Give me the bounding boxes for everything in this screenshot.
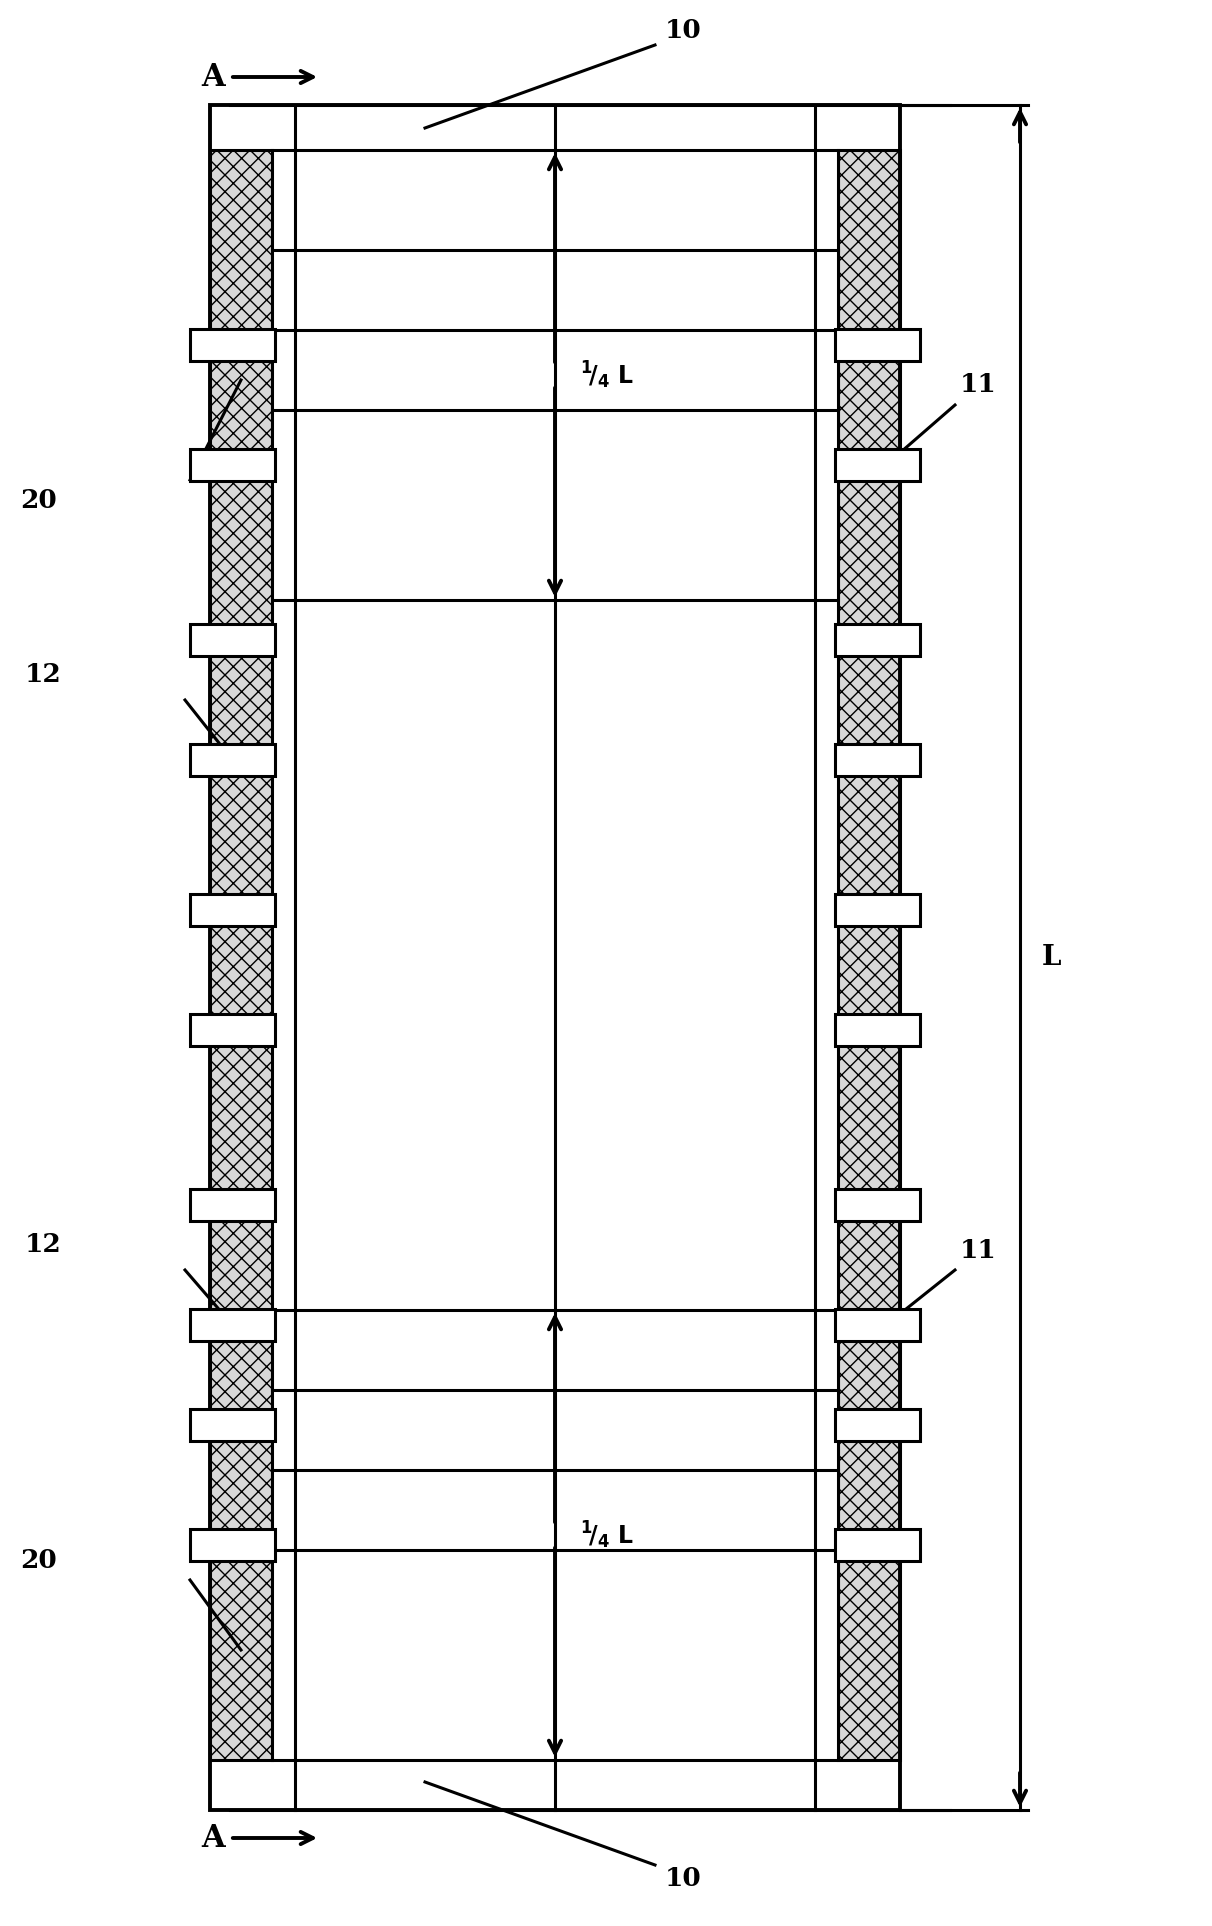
- Bar: [835, 624, 920, 657]
- Text: 11: 11: [960, 1238, 996, 1263]
- Text: 12: 12: [25, 663, 62, 688]
- Bar: [271, 1310, 837, 1760]
- Bar: [837, 150, 901, 1760]
- Text: 12: 12: [25, 1233, 62, 1258]
- Bar: [835, 743, 920, 776]
- Text: 11: 11: [960, 372, 996, 397]
- Text: $\mathbf{^1\!/_4}$ $\mathbf{L}$: $\mathbf{^1\!/_4}$ $\mathbf{L}$: [581, 360, 634, 391]
- Bar: [210, 106, 901, 1810]
- Text: A: A: [201, 1822, 225, 1853]
- Bar: [190, 1188, 275, 1221]
- Text: 20: 20: [21, 1547, 57, 1572]
- Bar: [835, 449, 920, 482]
- Text: 10: 10: [665, 17, 702, 42]
- Bar: [271, 150, 837, 601]
- Text: 20: 20: [21, 487, 57, 512]
- Bar: [835, 1188, 920, 1221]
- Bar: [190, 894, 275, 926]
- Bar: [835, 894, 920, 926]
- Bar: [190, 1410, 275, 1441]
- Bar: [190, 1310, 275, 1340]
- Bar: [190, 449, 275, 482]
- Text: A: A: [201, 62, 225, 92]
- Text: $\mathbf{^1\!/_4}$ $\mathbf{L}$: $\mathbf{^1\!/_4}$ $\mathbf{L}$: [581, 1520, 634, 1550]
- Text: 10: 10: [665, 1866, 702, 1891]
- Bar: [835, 1410, 920, 1441]
- Text: L: L: [1042, 944, 1062, 971]
- Bar: [190, 1013, 275, 1046]
- Bar: [210, 150, 271, 1760]
- Bar: [190, 743, 275, 776]
- Bar: [190, 624, 275, 657]
- Bar: [835, 329, 920, 360]
- Bar: [835, 1013, 920, 1046]
- Bar: [835, 1310, 920, 1340]
- Bar: [190, 1529, 275, 1560]
- Bar: [835, 1529, 920, 1560]
- Bar: [190, 329, 275, 360]
